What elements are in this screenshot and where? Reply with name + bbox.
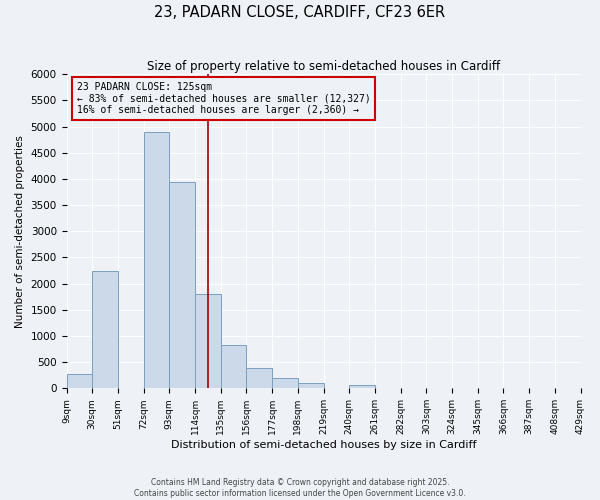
Text: 23, PADARN CLOSE, CARDIFF, CF23 6ER: 23, PADARN CLOSE, CARDIFF, CF23 6ER [154, 5, 446, 20]
Bar [349, 384, 375, 388]
Bar [221, 345, 247, 389]
Bar [92, 270, 118, 388]
Title: Size of property relative to semi-detached houses in Cardiff: Size of property relative to semi-detach… [147, 60, 500, 73]
Y-axis label: Number of semi-detached properties: Number of semi-detached properties [15, 135, 25, 328]
X-axis label: Distribution of semi-detached houses by size in Cardiff: Distribution of semi-detached houses by … [171, 440, 476, 450]
Bar [195, 294, 221, 388]
Bar [247, 368, 272, 388]
Bar [298, 383, 323, 388]
Text: 23 PADARN CLOSE: 125sqm
← 83% of semi-detached houses are smaller (12,327)
16% o: 23 PADARN CLOSE: 125sqm ← 83% of semi-de… [77, 82, 371, 115]
Bar [143, 132, 169, 388]
Text: Contains HM Land Registry data © Crown copyright and database right 2025.
Contai: Contains HM Land Registry data © Crown c… [134, 478, 466, 498]
Bar [272, 378, 298, 388]
Bar [67, 374, 92, 388]
Bar [169, 182, 195, 388]
